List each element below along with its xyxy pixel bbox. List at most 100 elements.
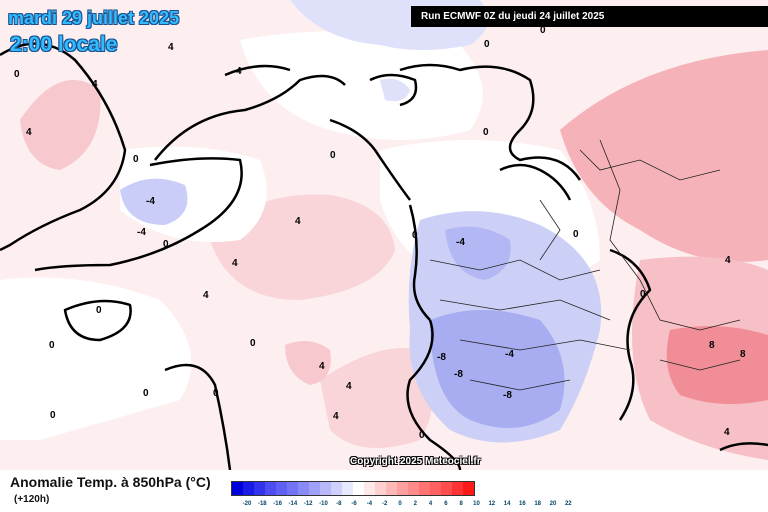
warm-area-balkan-core — [666, 326, 768, 404]
contour-label: -4 — [146, 196, 155, 207]
contour-label: 0 — [49, 340, 55, 351]
contour-label: 0 — [640, 289, 646, 300]
color-swatch — [231, 481, 243, 496]
scale-tick: 10 — [473, 501, 480, 507]
scale-tick: 22 — [564, 501, 572, 507]
scale-tick: 6 — [444, 501, 448, 507]
warm-area-atlantic-south — [285, 341, 331, 385]
color-swatch — [419, 481, 430, 496]
contour-label: 4 — [319, 361, 325, 372]
scale-tick: -16 — [273, 501, 282, 507]
contour-label: -4 — [137, 227, 146, 238]
color-swatch — [463, 481, 475, 496]
contour-label: 0 — [412, 230, 418, 241]
contour-label: 0 — [14, 69, 20, 80]
scale-tick: 2 — [413, 501, 417, 507]
warm-area-scandinavia — [560, 50, 768, 262]
contour-label: -4 — [505, 349, 514, 360]
scale-tick: -4 — [366, 501, 373, 507]
color-swatch — [243, 481, 254, 496]
contour-label: 4 — [26, 127, 32, 138]
run-info-bar: Run ECMWF 0Z du jeudi 24 juillet 2025 — [411, 6, 768, 27]
color-swatch — [408, 481, 419, 496]
contour-label: 8 — [709, 340, 715, 351]
contour-label: 4 — [92, 79, 98, 90]
contour-label: 4 — [724, 427, 730, 438]
contour-label: 4 — [333, 411, 339, 422]
contour-label: -4 — [456, 237, 465, 248]
color-scale-ticks: -20 -18 -16 -14 -12 -10 -8 -6 -4 -2 0 2 4 6 8 10 12 14 16 1… — [231, 501, 572, 511]
scale-tick: 0 — [398, 501, 402, 507]
color-swatch — [298, 481, 309, 496]
color-swatch — [320, 481, 331, 496]
contour-label: 4 — [346, 381, 352, 392]
contour-label: 8 — [740, 349, 746, 360]
contour-label: 4 — [725, 255, 731, 266]
contour-label: 0 — [484, 39, 490, 50]
borders — [429, 139, 741, 391]
anomaly-map: 0 0 4 4 4 0 4 0 0 0 -4 -4 0 4 4 4 0 0 0 … — [0, 0, 768, 470]
color-swatch — [331, 481, 342, 496]
color-swatch — [364, 481, 375, 496]
cool-area-central-core — [430, 310, 565, 428]
scale-tick: 16 — [519, 501, 526, 507]
contour-label: 0 — [573, 229, 579, 240]
neutral-area-north — [240, 31, 483, 140]
contour-label: 4 — [232, 258, 238, 269]
contour-label: 0 — [213, 388, 219, 399]
contour-label: -8 — [503, 390, 512, 401]
contour-label: 0 — [419, 430, 425, 441]
contour-label: 0 — [250, 338, 256, 349]
cool-area-small — [380, 78, 410, 102]
scale-tick: -6 — [351, 501, 357, 507]
color-swatch — [452, 481, 463, 496]
contour-label: 0 — [133, 154, 139, 165]
contour-labels: 0 0 4 4 4 0 4 0 0 0 -4 -4 0 4 4 4 0 0 0 … — [14, 25, 746, 441]
color-swatch — [353, 481, 364, 496]
color-swatch — [441, 481, 452, 496]
scale-tick: 18 — [534, 501, 542, 507]
contour-label: -8 — [454, 369, 463, 380]
color-swatch — [265, 481, 276, 496]
color-swatch — [386, 481, 397, 496]
contour-label: 0 — [163, 239, 169, 250]
scale-tick: 12 — [488, 501, 496, 507]
scale-tick: -12 — [303, 501, 313, 507]
contour-label: 4 — [203, 290, 209, 301]
scale-tick: 14 — [503, 501, 511, 507]
warm-area-greenland — [20, 80, 101, 170]
contour-label: 4 — [168, 42, 174, 53]
scale-tick: -14 — [288, 501, 298, 507]
color-swatch — [342, 481, 353, 496]
contour-label: 0 — [330, 150, 336, 161]
scale-tick: -10 — [319, 501, 328, 507]
scale-tick: -18 — [257, 501, 267, 507]
color-swatch — [276, 481, 287, 496]
color-swatch — [254, 481, 265, 496]
color-swatch — [397, 481, 408, 496]
contour-label: 0 — [50, 410, 56, 421]
warm-area-iberia — [320, 348, 433, 448]
scale-tick: -8 — [336, 501, 342, 507]
scale-tick: 20 — [549, 501, 557, 507]
contour-label: 0 — [483, 127, 489, 138]
color-swatch — [309, 481, 320, 496]
copyright-text: Copyright 2025 Meteociel.fr — [350, 456, 481, 467]
coastlines — [0, 42, 768, 470]
contour-label: 0 — [143, 388, 149, 399]
variable-title: Anomalie Temp. à 850hPa (°C) — [10, 474, 211, 490]
color-swatch — [375, 481, 386, 496]
color-swatch — [287, 481, 298, 496]
contour-label: 4 — [295, 216, 301, 227]
forecast-date: mardi 29 juillet 2025 — [8, 8, 180, 28]
scale-tick: 8 — [459, 501, 463, 507]
color-scale — [231, 481, 475, 496]
scale-tick: 4 — [428, 501, 433, 507]
contour-label: 0 — [540, 25, 546, 36]
color-swatch — [430, 481, 441, 496]
cool-area-atlantic — [120, 178, 188, 225]
neutral-area-west — [0, 277, 192, 440]
scale-tick: -2 — [382, 501, 388, 507]
contour-label: 0 — [96, 305, 102, 316]
forecast-time: 2:00 locale — [10, 33, 118, 56]
